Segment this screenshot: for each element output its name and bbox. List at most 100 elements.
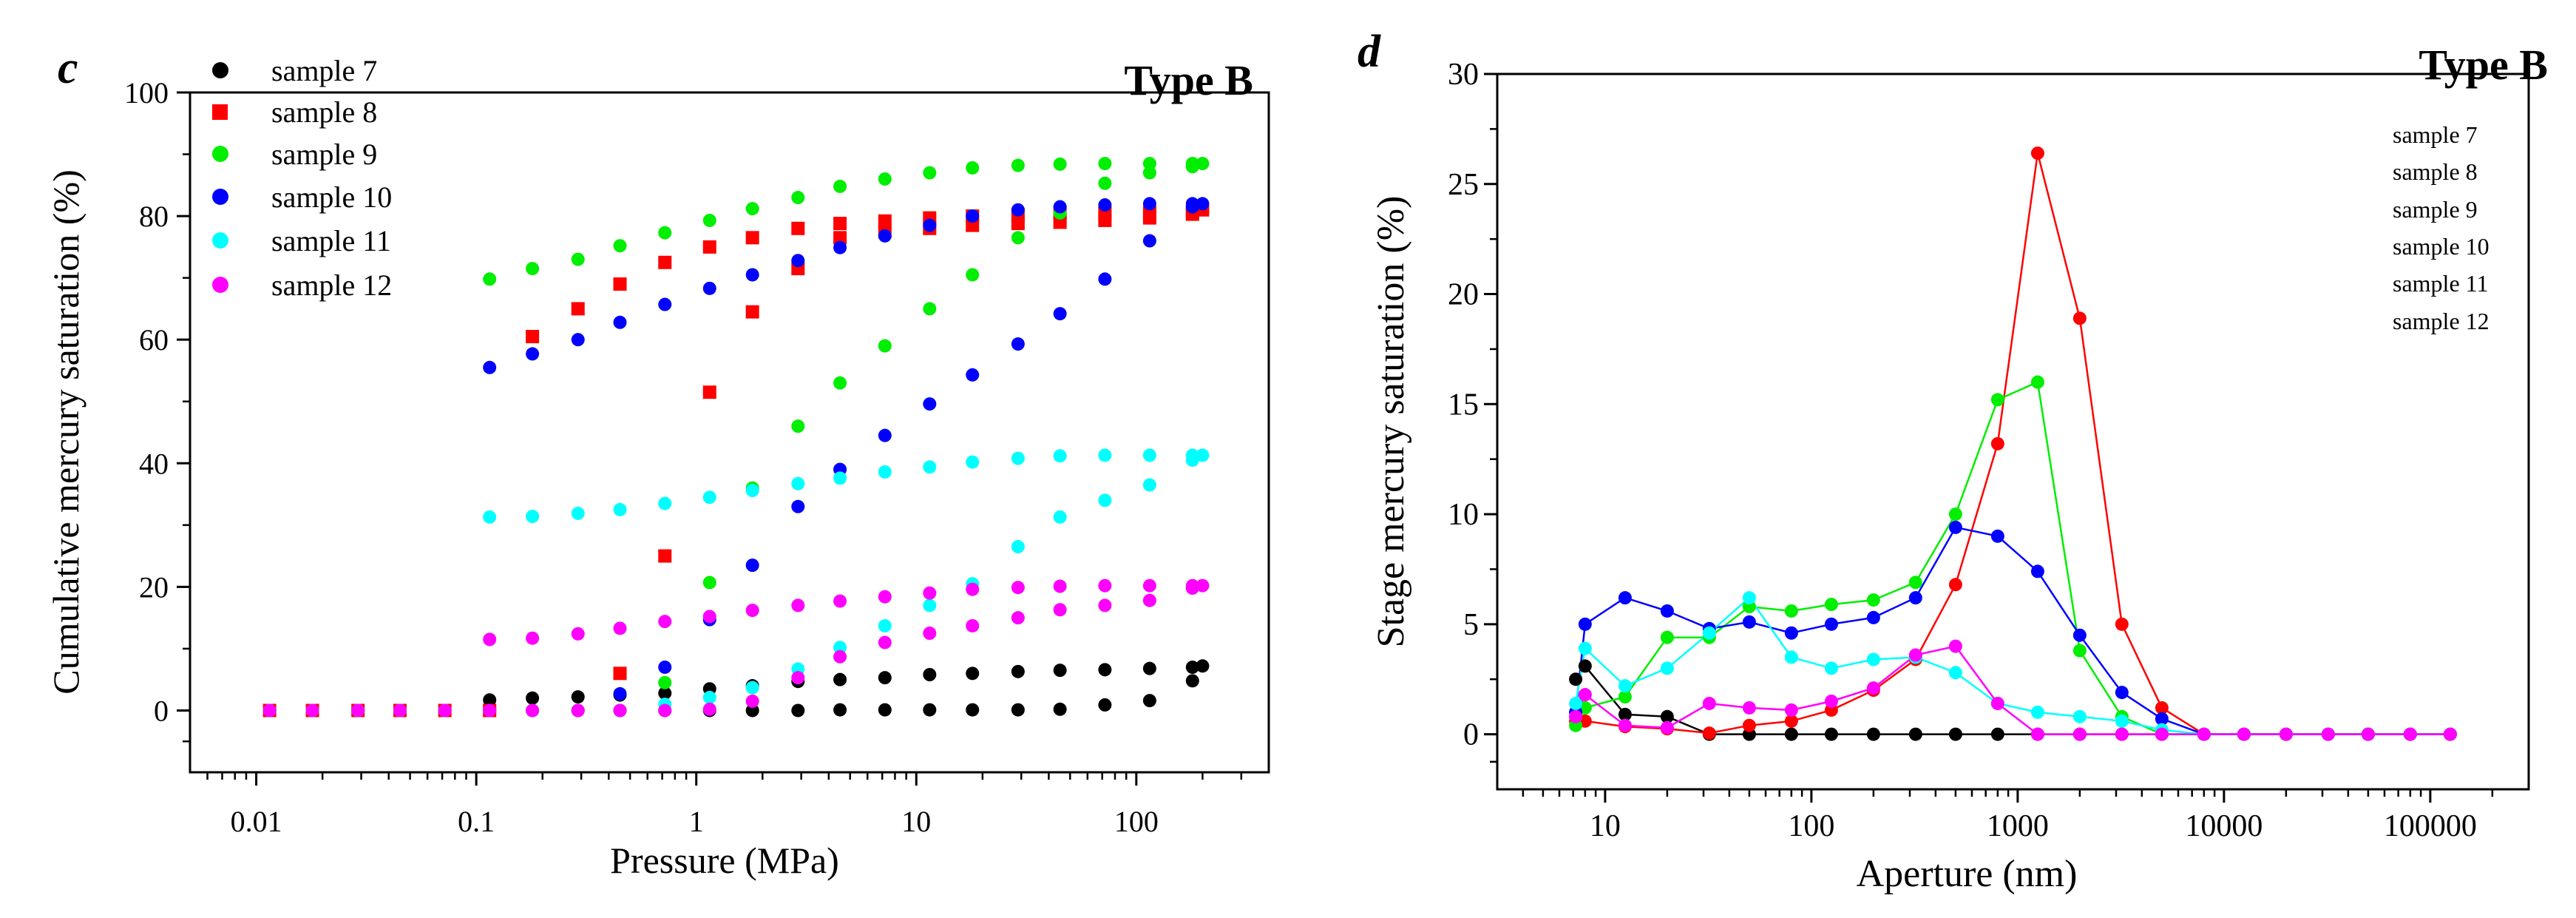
panel-c-point-sample-11 — [878, 465, 892, 479]
panel-c-point-sample-8 — [966, 218, 980, 232]
panel-d-point-sample-8 — [2072, 311, 2087, 325]
panel-c-point-sample-10 — [745, 558, 759, 573]
panel-c-point-sample-9 — [833, 376, 847, 390]
panel-c-point-sample-11 — [702, 690, 716, 704]
panel-d-point-sample-12 — [2321, 727, 2335, 741]
panel-c-point-sample-12 — [745, 694, 759, 708]
panel-c-point-sample-10 — [878, 428, 892, 442]
panel-c-legend-marker-sample-11 — [212, 232, 228, 249]
panel-c-point-sample-10 — [833, 240, 847, 254]
panel-d-point-sample-7 — [1660, 709, 1674, 723]
panel-c-legend-marker-sample-8 — [212, 104, 228, 120]
panel-c-point-sample-9 — [966, 268, 980, 282]
panel-d-x-axis-label: Aperture (nm) — [1857, 853, 2078, 895]
panel-c-point-sample-10 — [923, 218, 937, 232]
panel-c-point-sample-10 — [1053, 307, 1067, 321]
panel-c-point-sample-12 — [702, 610, 716, 624]
panel-c-point-sample-7 — [1185, 674, 1199, 688]
panel-c-point-sample-10 — [966, 368, 980, 382]
panel-c-legend: sample 7 sample 8 sample 9 sample 10 sam… — [212, 54, 392, 302]
panel-c-point-sample-7 — [1053, 702, 1067, 716]
panel-c-point-sample-9 — [702, 576, 716, 590]
panel-d-point-sample-12 — [2030, 727, 2044, 741]
panel-d-point-sample-12 — [1866, 681, 1880, 695]
panel-c-point-sample-12 — [262, 703, 277, 718]
panel-c-point-sample-11 — [791, 476, 805, 490]
panel-c-point-sample-12 — [923, 586, 937, 600]
panel-c-point-sample-8 — [878, 214, 892, 228]
panel-c-y-tick-label: 0 — [154, 694, 169, 727]
panel-c-legend-marker-sample-12 — [212, 277, 228, 293]
panel-c-point-sample-8 — [571, 302, 585, 316]
panel-d-point-sample-12 — [1948, 639, 1962, 653]
panel-c-legend-marker-sample-10 — [212, 189, 228, 205]
panel-d-point-sample-12 — [1702, 696, 1716, 710]
panel-d-point-sample-11 — [2030, 705, 2044, 719]
panel-d-legend: sample 7 sample 8 sample 9 sample 10 sam… — [2393, 121, 2489, 334]
panel-c-point-sample-11 — [1011, 451, 1025, 465]
panel-d-point-sample-12 — [2279, 727, 2293, 741]
panel-d-point-sample-7 — [1990, 727, 2004, 741]
panel-c-point-sample-10 — [571, 333, 585, 347]
panel-d-point-sample-11 — [1569, 696, 1583, 710]
panel-c-x-tick-label: 0.1 — [458, 805, 495, 838]
panel-d-point-sample-12 — [1660, 720, 1674, 735]
panel-c-point-sample-8 — [745, 305, 759, 319]
panel-c-point-sample-7 — [878, 671, 892, 685]
panel-d-point-sample-9 — [1908, 576, 1922, 590]
panel-c-point-sample-9 — [702, 213, 716, 227]
panel-c-point-sample-8 — [833, 231, 847, 245]
panel-c-point-sample-12 — [833, 594, 847, 608]
panel-d-legend-label-sample-11: sample 11 — [2393, 270, 2488, 297]
panel-d-point-sample-8 — [1742, 718, 1756, 732]
panel-d-point-sample-10 — [1866, 610, 1880, 624]
panel-d-x-axis: 10 100 1000 10000 100000 — [1522, 789, 2494, 843]
panel-c-point-sample-9 — [1098, 176, 1112, 190]
panel-c-point-sample-12 — [1142, 578, 1156, 593]
panel-c-cumulative-chart: 0.01 0.1 1 10 100 0 20 40 60 80 100 c Type B Pres… — [45, 43, 1270, 881]
panel-d-point-sample-12 — [2197, 727, 2211, 741]
panel-c-point-sample-7 — [526, 691, 540, 705]
panel-c-point-sample-8 — [1098, 213, 1112, 227]
panel-d-point-sample-8 — [2030, 146, 2044, 161]
panel-d-point-sample-9 — [1660, 630, 1674, 644]
panel-c-point-sample-10 — [878, 229, 892, 243]
panel-c-point-sample-12 — [483, 703, 497, 718]
panel-c-legend-label-sample-9: sample 9 — [271, 138, 377, 171]
panel-d-label: d — [1358, 27, 1381, 77]
panel-c-point-sample-12 — [966, 582, 980, 596]
panel-c-point-sample-10 — [1142, 197, 1156, 211]
panel-c-point-sample-12 — [305, 703, 319, 718]
panel-d-point-sample-9 — [2072, 644, 2087, 658]
panel-d-point-sample-7 — [1824, 727, 1838, 741]
panel-c-point-sample-9 — [1196, 157, 1210, 171]
panel-d-point-sample-9 — [2030, 375, 2044, 389]
panel-d-point-sample-10 — [1990, 529, 2004, 543]
panel-d-point-sample-10 — [1784, 626, 1798, 640]
panel-c-point-sample-9 — [1142, 157, 1156, 171]
panel-c-point-sample-9 — [1011, 158, 1025, 172]
panel-d-point-sample-11 — [1784, 650, 1798, 664]
panel-c-point-sample-10 — [613, 315, 627, 329]
panel-c-point-sample-9 — [483, 272, 497, 286]
panel-d-stage-chart: 10 100 1000 10000 100000 0 5 10 15 20 25 30 d Type… — [1358, 27, 2548, 895]
panel-d-y-tick-label: 10 — [1448, 498, 1479, 532]
panel-d-point-sample-10 — [1908, 591, 1922, 605]
panel-c-point-sample-7 — [833, 672, 847, 686]
panel-c-point-sample-11 — [878, 618, 892, 632]
panel-d-point-sample-12 — [1784, 703, 1798, 717]
panel-c-point-sample-12 — [483, 632, 497, 647]
panel-d-point-sample-11 — [2115, 714, 2129, 728]
panel-c-point-sample-10 — [966, 209, 980, 223]
panel-c-point-sample-9 — [1185, 160, 1199, 174]
panel-c-point-sample-8 — [745, 231, 759, 245]
panel-c-point-sample-11 — [923, 460, 937, 474]
panel-c-point-sample-12 — [878, 590, 892, 604]
panel-c-point-sample-10 — [658, 660, 672, 674]
panel-c-point-sample-9 — [571, 252, 585, 266]
panel-c-point-sample-9 — [966, 161, 980, 175]
panel-c-point-sample-10 — [1098, 198, 1112, 212]
panel-c-point-sample-12 — [745, 604, 759, 618]
panel-c-point-sample-8 — [526, 330, 540, 344]
panel-d-point-sample-7 — [1578, 659, 1592, 673]
